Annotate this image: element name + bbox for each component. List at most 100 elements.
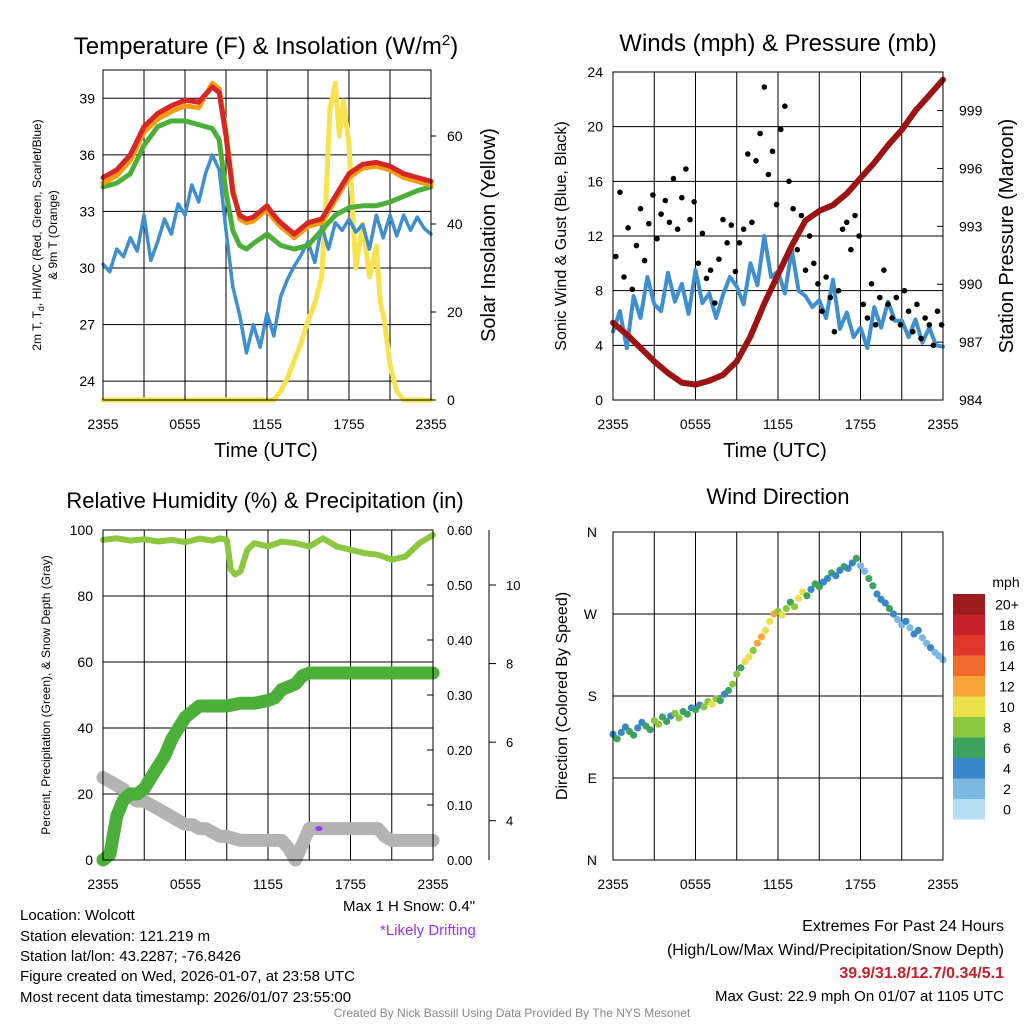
direction-title: Wind Direction bbox=[706, 484, 849, 509]
winds-gust-point bbox=[782, 103, 788, 109]
winds-y-tick-label-5: 20 bbox=[587, 119, 603, 135]
winds-gust-point bbox=[662, 197, 669, 204]
direction-point bbox=[733, 670, 741, 678]
extremes-values: 39.9/31.8/12.7/0.34/5.1 bbox=[839, 965, 1004, 982]
colorbar-level-9: 2 bbox=[1003, 781, 1011, 797]
winds-gust-point bbox=[934, 308, 941, 315]
winds-series-station-pressure bbox=[610, 76, 946, 388]
winds-gust-point bbox=[790, 205, 796, 212]
colorbar-level-1: 18 bbox=[999, 617, 1015, 633]
winds-gust-point bbox=[633, 242, 640, 249]
winds-x-tick-label-4: 2355 bbox=[927, 416, 958, 432]
winds-gust-point bbox=[893, 294, 900, 301]
humidity-series-precipitation bbox=[96, 666, 440, 867]
temperature-x-tick-label-3: 1755 bbox=[333, 416, 364, 432]
temperature-x-tick-label-4: 2355 bbox=[415, 416, 446, 432]
humidity-x-tick-label-1: 0555 bbox=[170, 876, 201, 892]
winds-y-label: Sonic Wind & Gust (Blue, Black) bbox=[553, 121, 570, 350]
temperature-x-tick-label-0: 2355 bbox=[87, 416, 118, 432]
winds-gust-point bbox=[621, 274, 627, 280]
winds-gust-point bbox=[625, 225, 631, 231]
location-name: Location: Wolcott bbox=[20, 907, 135, 924]
colorbar-swatch-8 bbox=[953, 758, 985, 779]
colorbar-level-0: 20+ bbox=[995, 596, 1019, 612]
direction-point bbox=[823, 574, 832, 583]
colorbar-swatch-2 bbox=[953, 635, 985, 656]
drifting-marker bbox=[315, 826, 323, 832]
winds-gust-point bbox=[872, 322, 879, 328]
winds-y2-tick-label-4: 996 bbox=[959, 160, 983, 176]
winds-gust-point bbox=[646, 220, 652, 227]
winds-gust-point bbox=[852, 212, 858, 219]
direction-point bbox=[753, 639, 762, 647]
direction-point bbox=[634, 724, 642, 732]
winds-gust-point bbox=[674, 226, 681, 232]
winds-gust-point bbox=[740, 226, 747, 232]
winds-gust-point bbox=[938, 322, 945, 328]
winds-y-tick-label-3: 12 bbox=[587, 228, 603, 244]
direction-point bbox=[902, 617, 910, 625]
humidity-panel: Relative Humidity (%) & Precipitation (i… bbox=[39, 488, 520, 892]
station-latlon: Station lat/lon: 43.2287; -76.8426 bbox=[20, 948, 242, 965]
footer-credit: Created By Nick Bassill Using Data Provi… bbox=[333, 1006, 691, 1020]
direction-point bbox=[852, 554, 861, 563]
direction-point bbox=[889, 610, 898, 618]
winds-gust-point bbox=[926, 322, 933, 328]
winds-gust-point bbox=[753, 158, 759, 164]
temperature-panel: Temperature (F) & Insolation (W/m2) 2355… bbox=[30, 32, 500, 462]
colorbar-swatch-1 bbox=[953, 614, 985, 635]
temperature-y-label: 2m T, Td, HI/WC (Red, Green, Scarlet/Blu… bbox=[30, 119, 46, 350]
direction-point bbox=[691, 706, 700, 714]
winds-gust-point bbox=[761, 84, 768, 90]
direction-point bbox=[832, 572, 840, 580]
winds-y-tick-label-1: 4 bbox=[595, 337, 603, 353]
humidity-y-tick-label-3: 60 bbox=[77, 654, 93, 670]
winds-gust-point bbox=[827, 294, 834, 301]
winds-y2-tick-label-2: 990 bbox=[959, 276, 983, 292]
precip-y2-tick-label-5: 0.50 bbox=[447, 578, 472, 593]
winds-y-tick-label-2: 8 bbox=[595, 283, 603, 299]
winds-gust-point bbox=[815, 281, 821, 287]
colorbar-level-6: 8 bbox=[1003, 719, 1011, 735]
temperature-y-tick-label-1: 27 bbox=[79, 317, 95, 333]
humidity-y-tick-label-4: 80 bbox=[77, 588, 93, 604]
extremes-subtitle: (High/Low/Max Wind/Precipitation/Snow De… bbox=[666, 942, 1004, 959]
winds-gust-point bbox=[918, 335, 924, 342]
humidity-y-label: Percent, Precipitation (Green), & Snow D… bbox=[39, 555, 53, 834]
station-elevation: Station elevation: 121.219 m bbox=[20, 928, 211, 945]
snow-y3-tick-label-1: 6 bbox=[506, 735, 513, 750]
speed-colorbar: mph 20+ 18 16 14 12 10 8 6 4 2 0 bbox=[953, 574, 1020, 820]
direction-y-tick-label-0: N bbox=[587, 852, 597, 868]
winds-gust-point bbox=[699, 230, 706, 237]
direction-point bbox=[856, 562, 865, 570]
winds-x-tick-label-1: 0555 bbox=[680, 416, 711, 432]
winds-gust-point bbox=[637, 205, 644, 212]
direction-point bbox=[716, 697, 724, 705]
direction-point bbox=[927, 644, 935, 652]
direction-point bbox=[795, 594, 803, 603]
winds-y-tick-label-0: 0 bbox=[595, 392, 603, 408]
precip-y2-tick-label-3: 0.30 bbox=[447, 688, 472, 703]
humidity-title: Relative Humidity (%) & Precipitation (i… bbox=[66, 488, 463, 513]
direction-plot-frame bbox=[612, 531, 944, 861]
direction-point bbox=[683, 710, 691, 718]
temperature-series-solar-insolation bbox=[100, 80, 434, 403]
winds-gust-point bbox=[811, 260, 817, 267]
direction-point bbox=[663, 717, 671, 726]
winds-gust-point bbox=[868, 281, 875, 287]
direction-x-tick-label-4: 2355 bbox=[927, 876, 958, 892]
winds-gust-point bbox=[802, 267, 809, 274]
colorbar-level-7: 6 bbox=[1003, 740, 1011, 756]
winds-gust-point bbox=[877, 294, 883, 301]
winds-gust-point bbox=[835, 287, 842, 294]
colorbar-level-5: 10 bbox=[999, 699, 1015, 715]
direction-point bbox=[749, 646, 757, 655]
direction-point bbox=[617, 728, 625, 737]
winds-gust-point bbox=[839, 226, 846, 232]
temperature-x-tick-label-1: 0555 bbox=[169, 416, 200, 432]
winds-gust-point bbox=[712, 300, 718, 306]
winds-gust-point bbox=[922, 315, 928, 321]
snow-y3-tick-label-3: 10 bbox=[506, 578, 520, 593]
direction-panel: Wind Direction 2355 0555 1155 1755 2355NESWN… bbox=[554, 484, 1020, 892]
direction-point bbox=[757, 633, 766, 641]
